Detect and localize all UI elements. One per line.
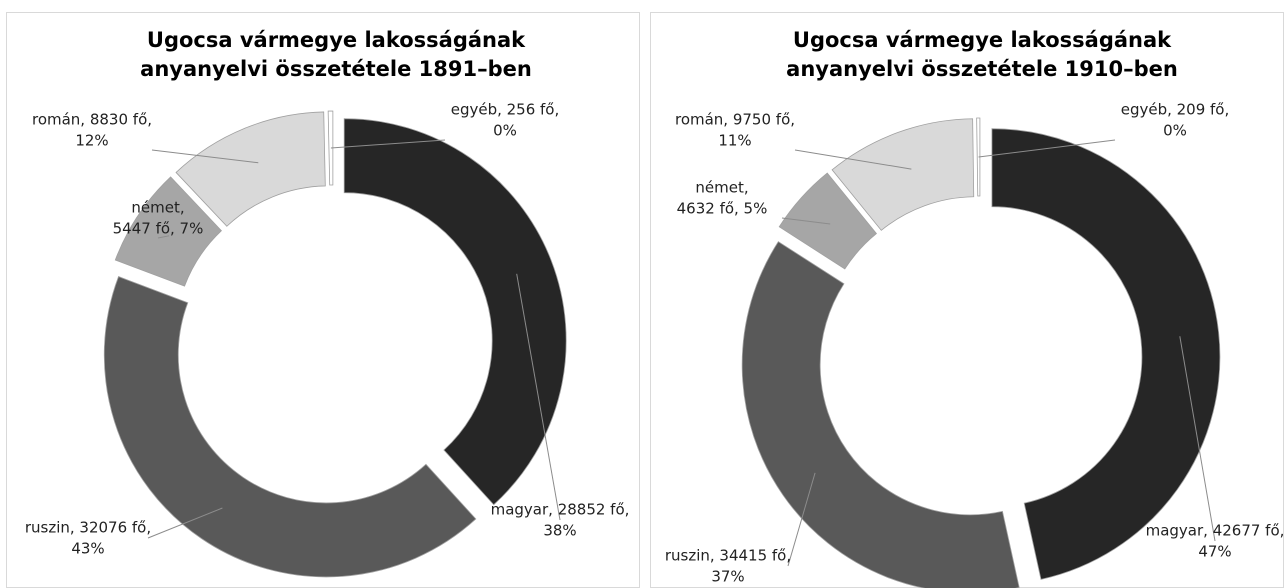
donut-slice bbox=[114, 176, 222, 287]
data-label: 11% bbox=[718, 132, 751, 150]
leader-line bbox=[151, 149, 259, 164]
data-label: 5447 fő, 7% bbox=[113, 220, 204, 238]
leader-line bbox=[781, 217, 831, 225]
data-label: 0% bbox=[493, 122, 517, 140]
leader-line bbox=[330, 139, 446, 149]
data-label: 43% bbox=[71, 540, 104, 558]
data-label: 4632 fő, 5% bbox=[677, 200, 768, 218]
donut-slice bbox=[991, 128, 1221, 580]
data-label: német, bbox=[131, 199, 184, 217]
data-label: magyar, 42677 fő, bbox=[1146, 522, 1284, 540]
leader-line bbox=[157, 235, 170, 239]
donut-slice bbox=[741, 241, 1020, 588]
donut-slice bbox=[343, 118, 567, 506]
leader-line bbox=[516, 273, 561, 521]
data-label: német, bbox=[695, 179, 748, 197]
data-label: egyéb, 209 fő, bbox=[1121, 101, 1230, 119]
data-label: 38% bbox=[543, 522, 576, 540]
data-label: 0% bbox=[1163, 122, 1187, 140]
leader-line bbox=[1179, 336, 1216, 542]
leader-line bbox=[147, 507, 223, 539]
data-label: román, 9750 fő, bbox=[675, 111, 795, 129]
donut-slice bbox=[327, 110, 334, 186]
data-label: ruszin, 34415 fő, bbox=[665, 547, 791, 565]
data-label: egyéb, 256 fő, bbox=[451, 101, 560, 119]
data-label: 47% bbox=[1198, 543, 1231, 561]
data-label: 12% bbox=[75, 132, 108, 150]
leader-line bbox=[794, 149, 912, 170]
donut-slice bbox=[175, 111, 326, 227]
donut-slice bbox=[778, 172, 878, 270]
leader-line bbox=[787, 472, 816, 567]
donut-slice bbox=[976, 117, 981, 197]
data-label: magyar, 28852 fő, bbox=[491, 501, 630, 519]
donut-slice bbox=[831, 118, 975, 231]
chart-title: Ugocsa vármegye lakosságának anyanyelvi … bbox=[786, 28, 1178, 81]
data-label: román, 8830 fő, bbox=[32, 111, 152, 129]
data-label: 37% bbox=[711, 568, 744, 586]
data-label: ruszin, 32076 fő, bbox=[25, 519, 151, 537]
donut-slice bbox=[103, 276, 477, 578]
chart-title: Ugocsa vármegye lakosságának anyanyelvi … bbox=[140, 28, 532, 81]
leader-line bbox=[978, 139, 1116, 158]
